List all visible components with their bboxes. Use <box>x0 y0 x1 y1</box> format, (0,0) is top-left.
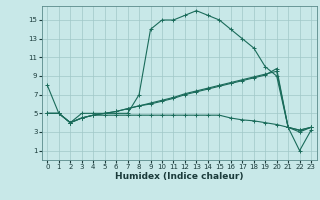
X-axis label: Humidex (Indice chaleur): Humidex (Indice chaleur) <box>115 172 244 181</box>
